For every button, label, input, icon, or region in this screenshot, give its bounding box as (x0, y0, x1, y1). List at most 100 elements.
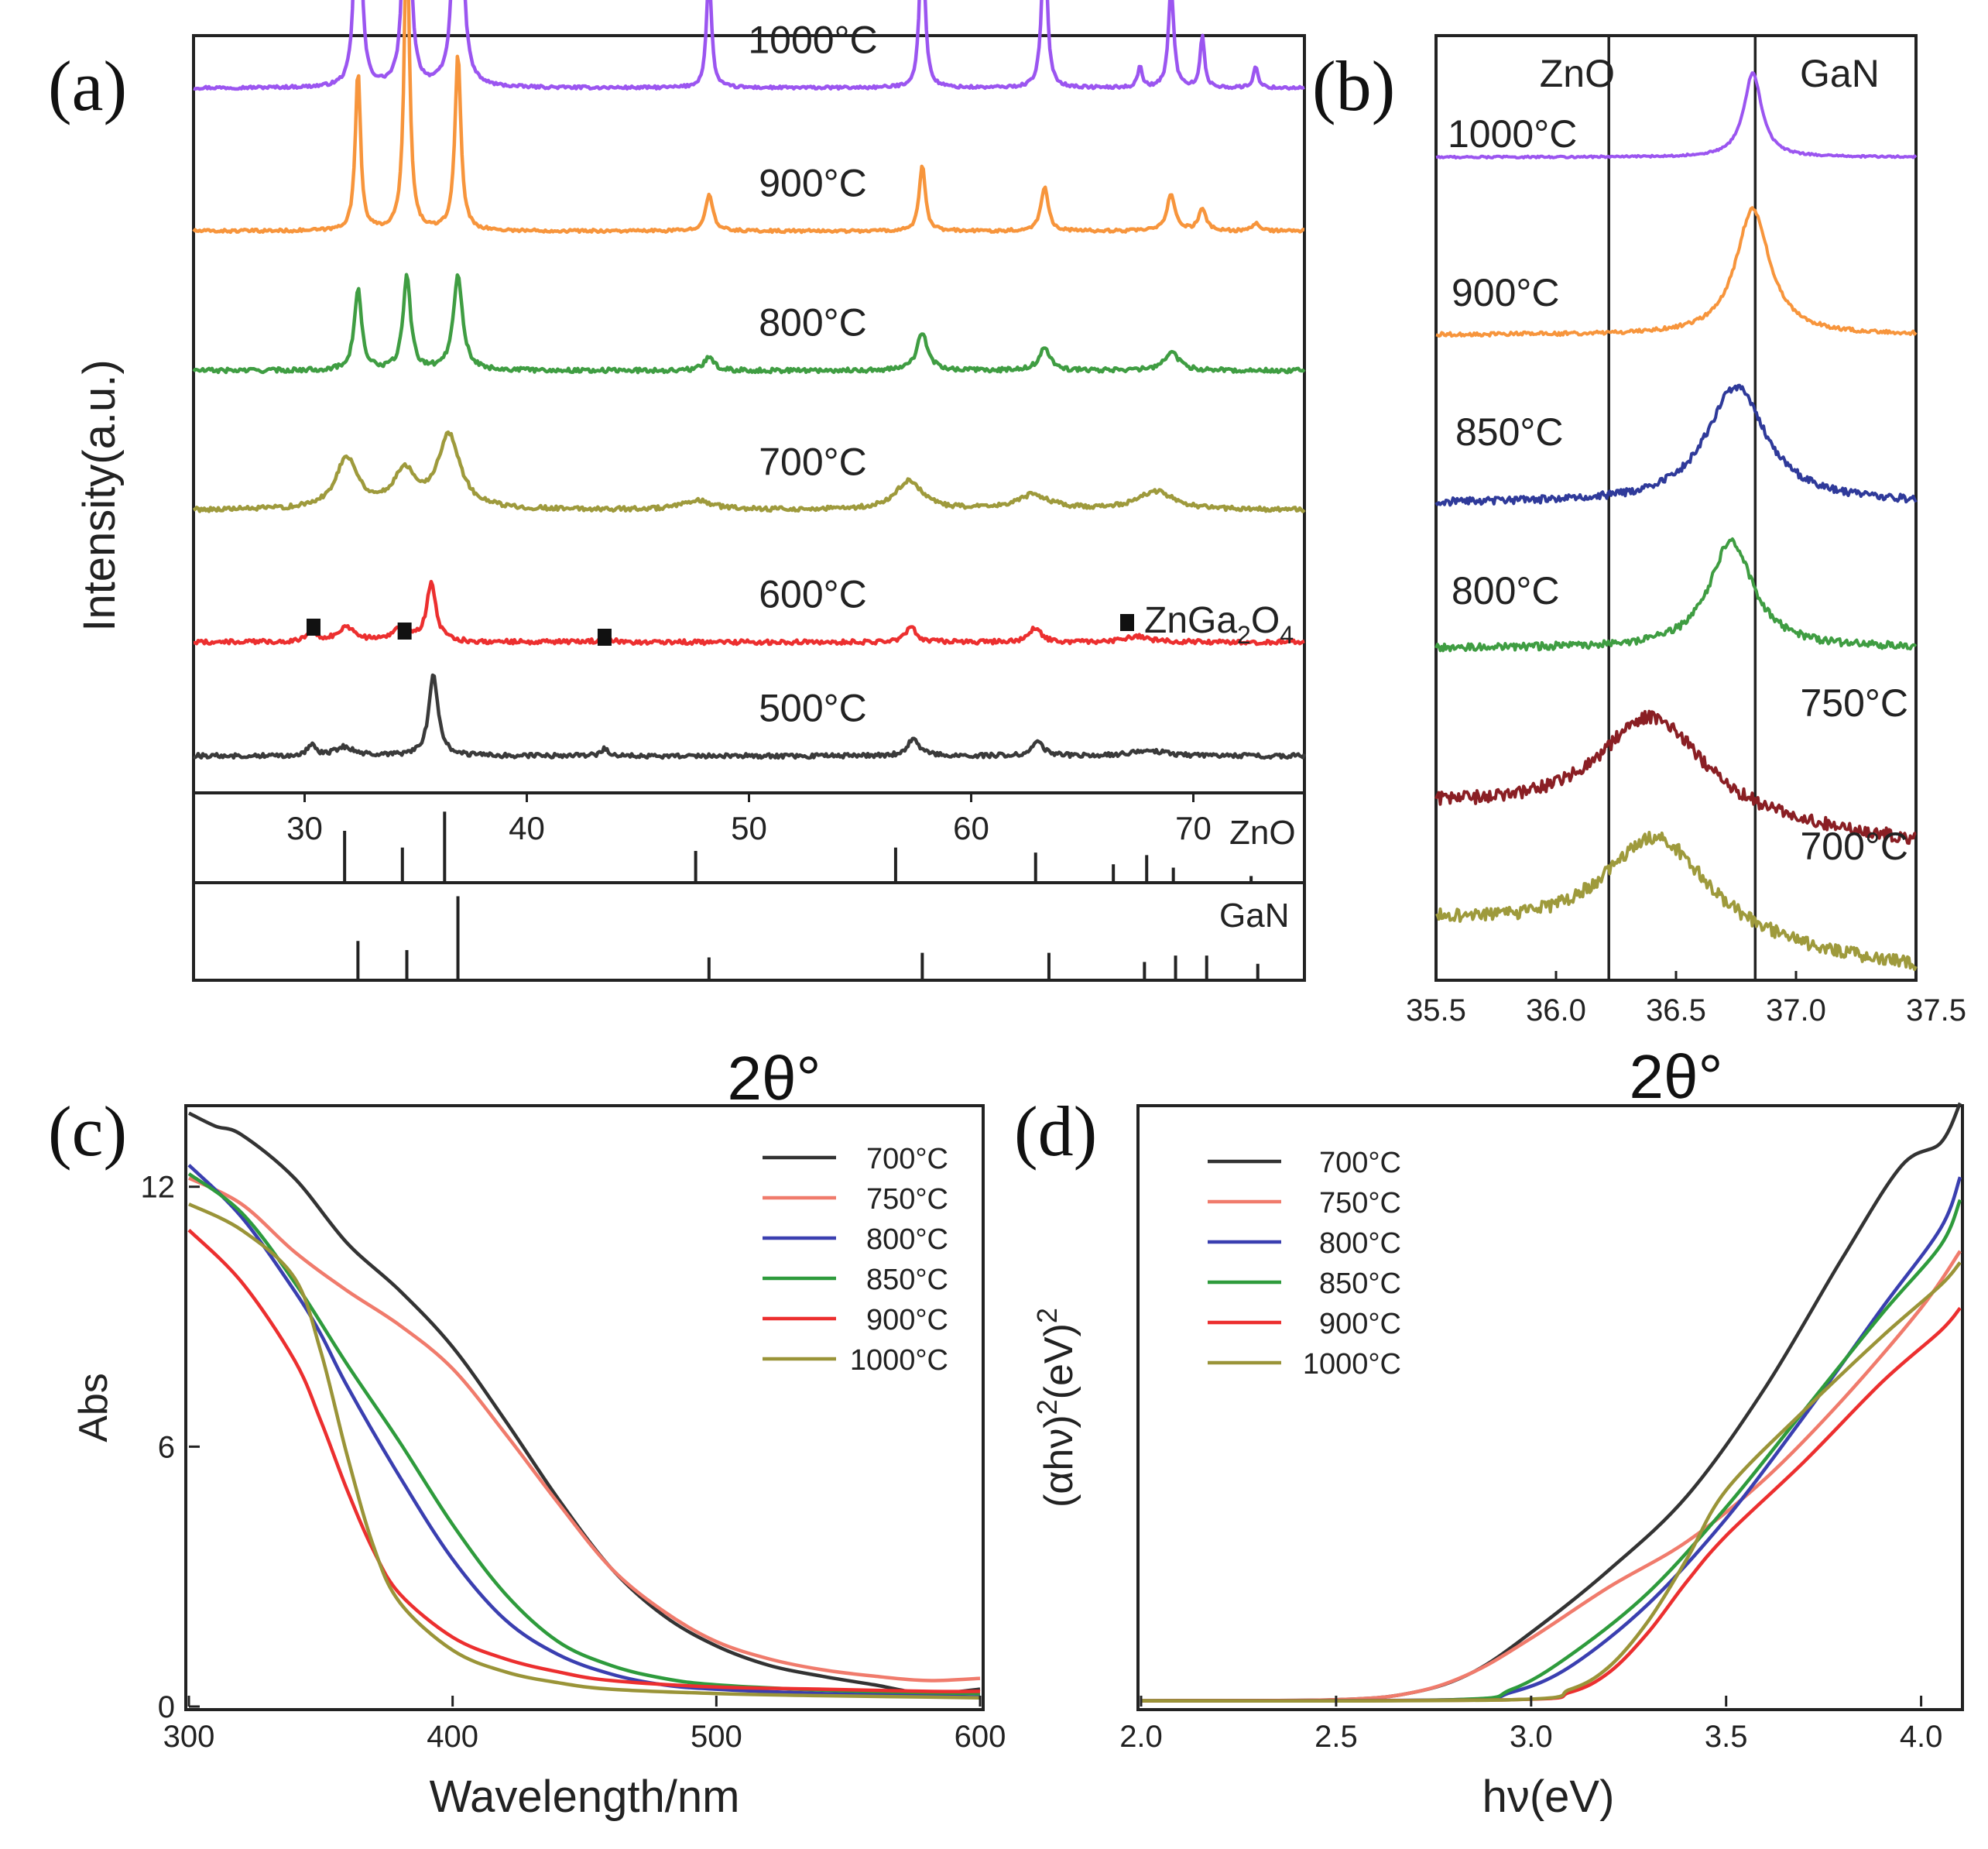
c-xtick-label-500: 500 (691, 1720, 742, 1754)
vline-label-gan: GaN (1800, 52, 1880, 95)
xrd-b-label-750-c: 750°C (1800, 681, 1908, 725)
panel-a-frame (192, 34, 1306, 982)
xrd-a-label-1000-c: 1000°C (748, 19, 877, 62)
d-xtick-label-2-5: 2.5 (1314, 1720, 1358, 1754)
c-legend-label-800-c: 800°C (866, 1223, 948, 1256)
panel-a-ylabel: Intensity(a.u.) (74, 359, 125, 631)
xrd-a-tick-label-40: 40 (509, 810, 545, 846)
c-legend-label-750-c: 750°C (866, 1183, 948, 1216)
d-legend-label-800-c: 800°C (1319, 1227, 1401, 1260)
c-ytick-label-6: 6 (158, 1430, 175, 1464)
d-xtick-label-4: 4.0 (1900, 1720, 1943, 1754)
d-line-700-c (1140, 1102, 1962, 1703)
panel-a-xlabel: 2θ° (728, 1044, 821, 1113)
xrd-b-line-1000-c (1435, 71, 1918, 160)
vline-label-zno: ZnO (1540, 52, 1615, 95)
xrd-a-label-700-c: 700°C (759, 441, 867, 484)
xrd-a-label-800-c: 800°C (759, 301, 867, 345)
panel-label-b: (b) (1312, 46, 1395, 125)
d-xtick-label-3-5: 3.5 (1705, 1720, 1748, 1754)
marker-legend-base: ZnGa (1144, 600, 1237, 641)
xrd-b-tick-label-37-5: 37.5 (1906, 993, 1966, 1027)
xrd-b-tick-label-35-5: 35.5 (1406, 993, 1466, 1027)
panel-c-absorbance: 300 400 500 600 0 6 12 700°C 750°C 800°C 850°C 900… (71, 1104, 1006, 1822)
xrd-b-tick-label-36-5: 36.5 (1646, 993, 1706, 1027)
d-line-1000-c (1140, 1261, 1962, 1703)
zngao4-marker (397, 623, 412, 640)
marker-legend-text: ZnGa2O4 (1144, 600, 1294, 649)
marker-legend: ZnGa2O4 (1120, 600, 1294, 649)
d-xtick-label-2: 2.0 (1119, 1720, 1163, 1754)
panel-label-a: (a) (48, 46, 127, 125)
xrd-a-tick-label-50: 50 (731, 810, 767, 846)
marker-legend-sub1: 2 (1237, 621, 1251, 649)
marker-legend-sub2: 4 (1280, 621, 1294, 649)
c-xtick-label-400: 400 (427, 1720, 478, 1754)
zngao4-marker (597, 629, 612, 646)
panel-d-frame (1136, 1104, 1964, 1711)
xrd-b-line-850-c (1434, 383, 1918, 507)
ref-label-zno: ZnO (1229, 814, 1296, 852)
panel-d-ylabel: (αhν)2(eV)2 (1031, 1308, 1081, 1508)
marker-legend-square (1120, 614, 1134, 631)
d-line-750-c (1140, 1250, 1962, 1703)
xrd-b-label-800-c: 800°C (1452, 569, 1560, 612)
d-legend-label-700-c: 700°C (1319, 1147, 1401, 1179)
panel-d-ylabel-b: (eV) (1037, 1323, 1081, 1399)
xrd-b-label-700-c: 700°C (1800, 825, 1908, 868)
panel-b-xrd-zoom: 1000°C 900°C 850°C 800°C 750°C 700°C 35.5 36.0… (1406, 34, 1966, 1111)
xrd-b-tick-label-36: 36.0 (1526, 993, 1586, 1027)
c-ytick-label-0: 0 (158, 1690, 175, 1724)
d-legend-label-1000-c: 1000°C (1303, 1348, 1401, 1381)
d-legend-label-850-c: 850°C (1319, 1268, 1401, 1300)
c-line-800-c (187, 1164, 981, 1699)
xrd-a-tick-label-70: 70 (1175, 810, 1212, 846)
xrd-a-line-800-c (192, 273, 1306, 375)
panel-label-c: (c) (48, 1092, 127, 1171)
panel-b-xlabel: 2θ° (1630, 1042, 1723, 1111)
xrd-b-line-750-c (1434, 709, 1917, 846)
d-xtick-label-3: 3.0 (1510, 1720, 1553, 1754)
c-legend-label-700-c: 700°C (866, 1143, 948, 1175)
d-legend-label-900-c: 900°C (1319, 1308, 1401, 1340)
xrd-a-label-600-c: 600°C (759, 572, 867, 616)
panel-d-ylabel-sup1: 2 (1031, 1399, 1063, 1415)
panel-c-ylabel: Abs (71, 1373, 116, 1442)
xrd-a-line-900-c (192, 0, 1305, 235)
c-xtick-label-300: 300 (163, 1720, 215, 1754)
panel-c-frame (184, 1104, 985, 1711)
xrd-b-label-850-c: 850°C (1455, 410, 1564, 454)
c-line-750-c (188, 1176, 981, 1683)
panel-c-xlabel: Wavelength/nm (430, 1772, 740, 1822)
xrd-a-tick-label-30: 30 (286, 810, 323, 846)
xrd-a-line-700-c (192, 430, 1306, 513)
panel-d-tauc: 2.0 2.5 3.0 3.5 4.0 700°C 750°C 800°C 850°C 900°… (1031, 1102, 1964, 1822)
c-xtick-label-600: 600 (955, 1720, 1006, 1754)
xrd-b-label-900-c: 900°C (1452, 271, 1560, 314)
xrd-b-line-800-c (1434, 537, 1918, 653)
c-line-700-c (188, 1111, 981, 1696)
d-legend-label-750-c: 750°C (1319, 1187, 1401, 1220)
xrd-a-line-600-c (193, 579, 1305, 647)
panel-d-ylabel-a: (αhν) (1037, 1415, 1081, 1508)
d-line-800-c (1140, 1176, 1962, 1703)
c-line-850-c (187, 1172, 981, 1696)
c-legend-label-1000-c: 1000°C (850, 1344, 948, 1377)
c-legend-label-900-c: 900°C (866, 1304, 948, 1336)
xrd-a-label-900-c: 900°C (759, 161, 867, 204)
xrd-b-label-1000-c: 1000°C (1448, 112, 1577, 156)
xrd-a-tick-label-60: 60 (953, 810, 989, 846)
xrd-a-label-500-c: 500°C (759, 686, 867, 729)
ref-label-gan: GaN (1219, 897, 1289, 935)
c-legend-label-850-c: 850°C (866, 1264, 948, 1296)
xrd-a-line-500-c (192, 673, 1307, 760)
c-line-900-c (187, 1228, 981, 1693)
panel-a-xrd: 1000°C 900°C 800°C 700°C 600°C 500°C 30 40 50 60… (74, 0, 1307, 1113)
c-ytick-label-12: 12 (141, 1171, 176, 1205)
c-line-1000-c (188, 1202, 981, 1700)
xrd-b-line-700-c (1434, 831, 1918, 972)
panel-d-ylabel-sup2: 2 (1031, 1308, 1063, 1323)
zngao4-marker (306, 619, 320, 636)
xrd-a-line-1000-c (193, 0, 1305, 91)
